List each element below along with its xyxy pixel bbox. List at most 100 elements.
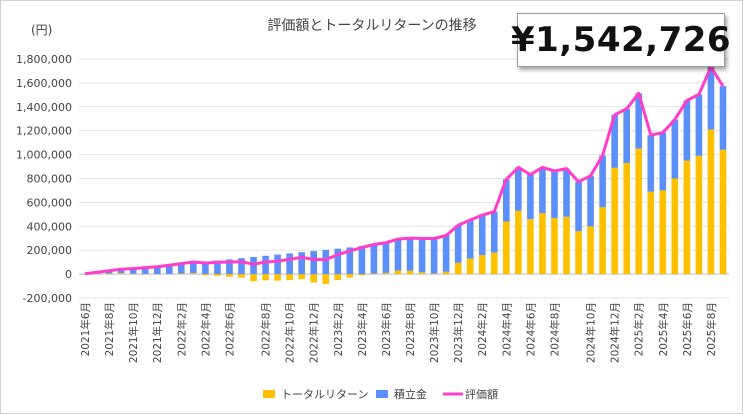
bar-deposit [419,238,426,272]
bar-total-return [599,207,606,274]
bar-total-return [298,274,305,279]
y-tick-label: 600,000 [27,196,73,209]
bar-deposit [298,252,305,274]
bar-deposit [527,175,534,220]
bar-total-return [575,231,582,274]
y-tick-label: 1,400,000 [16,101,72,114]
y-tick-label: 0 [65,268,72,281]
total-valuation-badge: ¥1,542,726 [517,13,725,67]
bar-total-return [635,149,642,274]
bar-deposit [515,167,522,210]
x-tick-label: 2024年8月 [548,302,561,356]
legend-swatch [263,390,275,398]
x-tick-label: 2023年10月 [428,302,441,363]
bar-deposit [720,86,727,150]
bar-total-return [539,213,546,274]
x-tick-label: 2022年2月 [175,302,188,356]
bar-deposit [286,253,293,274]
bar-total-return [455,263,462,274]
bar-deposit [647,135,654,192]
x-tick-label: 2022年10月 [284,302,297,363]
bar-deposit [575,182,582,231]
gridlines [79,59,729,298]
bar-deposit [322,250,329,274]
x-tick-label: 2025年8月 [705,302,718,356]
bar-total-return [515,211,522,274]
bar-deposit [491,212,498,253]
bar-deposit [262,256,269,274]
bar-total-return [623,163,630,274]
x-tick-label: 2024年4月 [500,302,513,356]
bar-total-return [672,179,679,275]
y-tick-label: 1,000,000 [16,149,72,162]
bar-deposit [672,120,679,179]
bar-total-return [274,274,281,281]
bar-deposit [395,239,402,270]
bar-deposit [371,244,378,273]
bar-deposit [310,251,317,274]
x-tick-label: 2022年6月 [223,302,236,356]
x-tick-label: 2023年4月 [356,302,369,356]
y-tick-label: 1,200,000 [16,125,72,138]
bar-deposit [274,255,281,274]
x-tick-label: 2025年6月 [681,302,694,356]
bar-deposit [623,109,630,163]
bar-total-return [563,217,570,274]
bar-total-return [371,274,378,275]
bar-deposit [431,238,438,273]
bar-total-return [708,130,715,275]
y-tick-label: 800,000 [27,173,73,186]
bar-total-return [202,274,209,275]
chart-title: 評価額とトータルリターンの推移 [267,18,476,34]
x-tick-label: 2024年6月 [524,302,537,356]
bar-deposit [407,238,414,271]
bars [82,67,727,284]
bar-total-return [322,274,329,284]
bar-total-return [250,274,257,281]
bar-total-return [334,274,341,280]
y-tick-label: 1,800,000 [16,53,72,66]
x-tick-label: 2021年12月 [151,302,164,363]
y-tick-label: 400,000 [27,220,73,233]
bar-total-return [214,274,221,276]
legend-label: トータルリターン [281,388,368,401]
bar-deposit [563,169,570,217]
legend-swatch [376,390,388,398]
x-tick-label: 2021年6月 [79,302,92,356]
legend-label: 積立金 [394,387,427,401]
bar-total-return [491,253,498,275]
bar-total-return [286,274,293,280]
bar-total-return [720,150,727,274]
bar-deposit [659,133,666,191]
bar-total-return [503,222,510,275]
bar-total-return [383,273,390,274]
bar-total-return [659,190,666,274]
bar-total-return [551,218,558,274]
bar-total-return [479,255,486,274]
bar-total-return [347,274,354,278]
y-tick-label: 1,600,000 [16,77,72,90]
x-tick-label: 2024年10月 [585,302,598,363]
bar-total-return [190,273,197,274]
bar-deposit [455,225,462,262]
bar-deposit [539,167,546,213]
x-tick-label: 2021年8月 [103,302,116,356]
bar-total-return [310,274,317,282]
bar-deposit [696,94,703,155]
x-tick-label: 2023年12月 [452,302,465,363]
x-tick-label: 2023年2月 [332,302,345,356]
bar-total-return [431,274,438,275]
bar-total-return [359,274,366,275]
bar-total-return [587,226,594,274]
bar-total-return [684,161,691,275]
x-tick-label: 2024年2月 [476,302,489,356]
x-tick-label: 2024年12月 [609,302,622,363]
bar-deposit [479,215,486,255]
bar-total-return [419,272,426,274]
y-tick-label: 200,000 [27,244,73,257]
bar-deposit [684,100,691,160]
legend-label: 評価額 [465,387,498,401]
bar-deposit [551,171,558,218]
bar-total-return [696,156,703,274]
